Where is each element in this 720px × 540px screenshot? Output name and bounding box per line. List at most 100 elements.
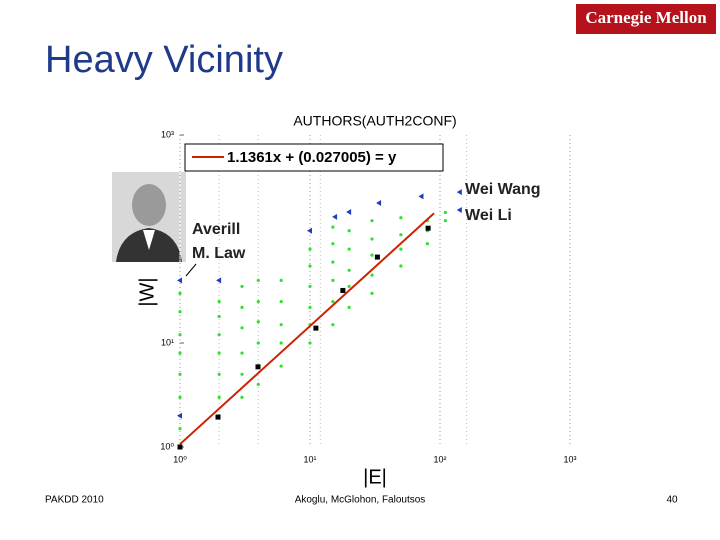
logo: Carnegie Mellon <box>585 8 707 27</box>
max-point <box>456 189 462 196</box>
scatter-point <box>308 341 312 345</box>
scatter-point <box>279 278 283 282</box>
max-point <box>346 208 352 215</box>
max-point <box>216 277 222 284</box>
median-point <box>340 287 346 293</box>
scatter-point <box>347 247 351 251</box>
max-point <box>177 412 182 419</box>
scatter-point <box>331 225 335 229</box>
scatter-point <box>308 264 312 268</box>
scatter-point <box>347 284 351 289</box>
scatter-point <box>240 326 244 330</box>
scatter-point <box>217 351 221 355</box>
footer-left: PAKDD 2010 <box>45 495 104 506</box>
scatter-point <box>178 310 182 314</box>
photo <box>112 172 186 262</box>
scatter-point <box>240 351 244 355</box>
scatter-point <box>370 237 374 241</box>
scatter-point <box>279 364 283 368</box>
scatter-point <box>308 247 312 251</box>
scatter-point <box>256 320 260 324</box>
logo-box <box>576 4 716 34</box>
scatter-point <box>178 395 182 399</box>
scatter-point <box>443 210 447 215</box>
y-tick-label: 10¹ <box>161 337 174 347</box>
max-point <box>456 207 462 214</box>
scatter-point <box>178 351 182 355</box>
median-point <box>177 444 183 450</box>
chart-title: AUTHORS(AUTH2CONF) <box>293 113 456 129</box>
max-point <box>376 199 382 206</box>
annotation: M. Law <box>192 245 246 262</box>
x-tick-label: 10¹ <box>303 454 316 464</box>
page-number: 40 <box>666 495 678 506</box>
max-point <box>332 213 338 220</box>
annotation: Averill <box>192 221 240 238</box>
annotation: Wei Li <box>465 207 512 224</box>
scatter-point <box>178 291 182 295</box>
median-point <box>215 414 221 420</box>
scatter-point <box>217 333 221 337</box>
max-point <box>418 193 424 200</box>
legend-label: 1.1361x + (0.027005) = y <box>227 149 397 166</box>
scatter-point <box>178 372 182 376</box>
scatter-point <box>347 268 351 272</box>
scatter-point <box>308 305 312 309</box>
scatter-point <box>399 264 403 268</box>
scatter-point <box>240 395 244 399</box>
scatter-point <box>279 323 283 327</box>
scatter-point <box>399 233 403 237</box>
y-tick-label: 10⁰ <box>160 441 174 451</box>
annotation-arrow <box>185 263 197 277</box>
slide-title: Heavy Vicinity <box>45 39 283 81</box>
scatter-point <box>370 273 374 277</box>
median-point <box>374 254 380 260</box>
scatter-point <box>256 300 260 304</box>
fit-line <box>179 212 435 445</box>
scatter-point <box>347 305 351 309</box>
legend-box <box>184 143 444 172</box>
scatter-point <box>240 372 244 376</box>
annotation: Wei Wang <box>465 181 541 198</box>
x-tick-label: 10⁰ <box>173 454 187 464</box>
scatter-point <box>443 219 447 223</box>
scatter-point <box>256 278 260 282</box>
scatter-point <box>370 291 374 295</box>
max-point <box>307 227 312 234</box>
footer-center: Akoglu, McGlohon, Faloutsos <box>295 495 426 506</box>
median-point <box>313 325 319 331</box>
scatter-point <box>370 253 374 257</box>
scatter-point <box>331 260 335 264</box>
x-tick-label: 10³ <box>563 454 576 464</box>
scatter-point <box>178 333 182 337</box>
scatter-point <box>178 427 182 431</box>
median-point <box>255 364 261 370</box>
scatter-point <box>217 314 221 319</box>
scatter-point <box>217 372 221 376</box>
scatter-point <box>347 229 351 233</box>
scatter-point <box>240 284 244 289</box>
y-axis-label: |W| <box>136 277 158 306</box>
scatter-point <box>425 242 430 246</box>
scatter-point <box>279 341 283 345</box>
scatter-point <box>331 242 335 246</box>
scatter-point <box>256 382 260 386</box>
scatter-point <box>279 300 283 304</box>
scatter-point <box>331 278 335 282</box>
scatter-point <box>331 300 335 304</box>
median-point <box>425 225 431 231</box>
y-tick-label: 10³ <box>161 129 174 139</box>
scatter-point <box>370 219 374 223</box>
scatter-point <box>217 300 221 304</box>
scatter-point <box>217 395 221 399</box>
max-point <box>177 277 182 284</box>
scatter-point <box>240 305 244 309</box>
scatter-point <box>399 247 403 251</box>
scatter-point <box>308 284 312 289</box>
x-axis-label: |E| <box>363 466 387 488</box>
scatter-point <box>256 341 260 345</box>
scatter-point <box>331 323 335 327</box>
x-tick-label: 10² <box>433 454 446 464</box>
scatter-point <box>399 216 403 220</box>
